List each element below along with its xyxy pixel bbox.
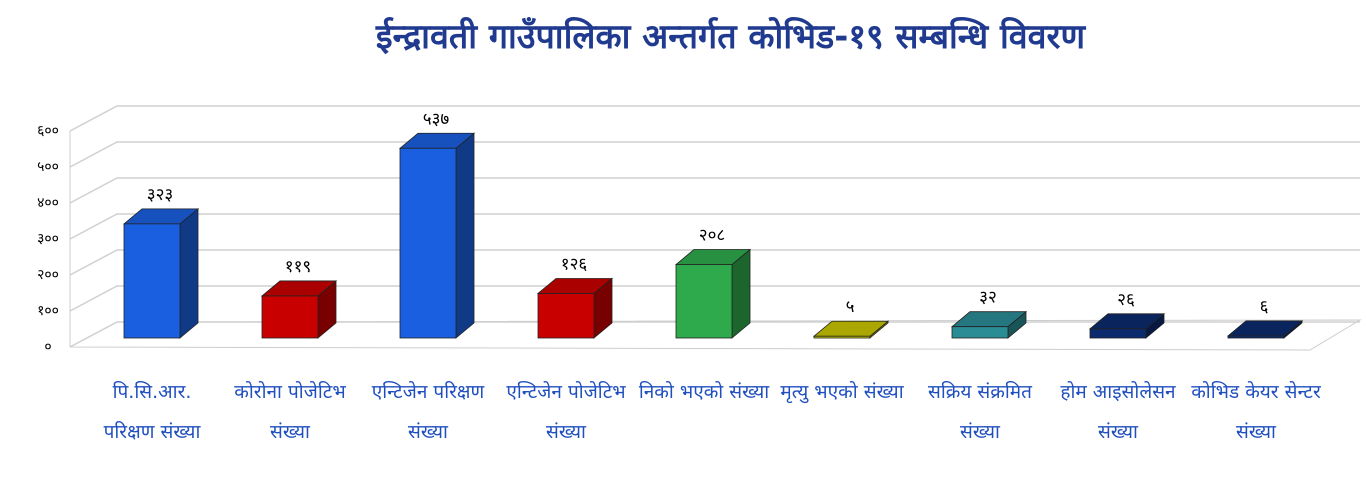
y-tick-label: ४०० bbox=[37, 195, 59, 211]
x-tick-label: पि.सि.आर. परिक्षण संख्या bbox=[103, 381, 201, 443]
grid-line bbox=[69, 285, 1360, 312]
x-tick-label: एन्टिजेन पोजेटिभ संख्या bbox=[506, 381, 626, 443]
grid-line bbox=[69, 213, 1360, 240]
y-tick-label: २०० bbox=[37, 267, 59, 283]
value-label: ३२३ bbox=[147, 185, 174, 205]
bar bbox=[950, 310, 1028, 339]
bar bbox=[398, 132, 476, 339]
value-label: ११९ bbox=[285, 257, 312, 277]
value-label: ३२ bbox=[979, 288, 997, 308]
bar bbox=[1226, 320, 1304, 339]
bar-front bbox=[675, 264, 733, 339]
y-tick-label: ५०० bbox=[37, 159, 59, 175]
grid-line bbox=[69, 141, 1360, 168]
bar-front bbox=[123, 223, 181, 339]
bar-front bbox=[813, 335, 871, 339]
bar-front bbox=[1089, 328, 1147, 339]
value-label: २०८ bbox=[699, 226, 726, 246]
bar bbox=[260, 280, 338, 339]
grid-line bbox=[69, 177, 1360, 204]
bar bbox=[1088, 312, 1166, 339]
grid-line bbox=[69, 249, 1360, 276]
bar-front bbox=[261, 295, 319, 339]
value-label: २६ bbox=[1117, 290, 1135, 310]
bar-front bbox=[537, 293, 595, 339]
value-label: ५ bbox=[846, 297, 855, 317]
x-tick-label: होम आइसोलेसन संख्या bbox=[1060, 381, 1176, 443]
x-tick-label: कोरोना पोजेटिभ संख्या bbox=[234, 381, 346, 443]
bar bbox=[674, 248, 752, 339]
grid-line bbox=[69, 321, 1360, 348]
x-tick-label: सक्रिय संक्रमित संख्या bbox=[928, 381, 1032, 443]
x-tick-label: कोभिड केयर सेन्टर संख्या bbox=[1191, 381, 1321, 443]
y-tick-label: ० bbox=[44, 339, 51, 355]
chart-title: ईन्द्रावती गाउँपालिका अन्तर्गत कोभिड-१९ … bbox=[375, 17, 1086, 57]
bar bbox=[122, 208, 200, 339]
x-tick-label: एन्टिजेन परिक्षण संख्या bbox=[371, 381, 485, 443]
value-label: ५३७ bbox=[423, 109, 450, 129]
value-label: १२६ bbox=[561, 254, 588, 274]
bar-side bbox=[731, 248, 751, 339]
bar bbox=[812, 320, 890, 339]
bar-side bbox=[455, 132, 475, 339]
bar-front bbox=[399, 147, 457, 339]
y-tick-label: १०० bbox=[37, 303, 59, 319]
bar-side bbox=[179, 208, 199, 339]
bar-front bbox=[951, 326, 1009, 339]
y-tick-label: ६०० bbox=[37, 123, 59, 139]
bar bbox=[536, 277, 614, 339]
grid-line bbox=[69, 105, 1360, 132]
x-tick-label: मृत्यु भएको संख्या bbox=[780, 381, 904, 403]
bar-front bbox=[1227, 335, 1285, 339]
x-tick-label: निको भएको संख्या bbox=[638, 381, 770, 403]
y-tick-label: ३०० bbox=[37, 231, 59, 247]
value-label: ६ bbox=[1260, 297, 1269, 317]
